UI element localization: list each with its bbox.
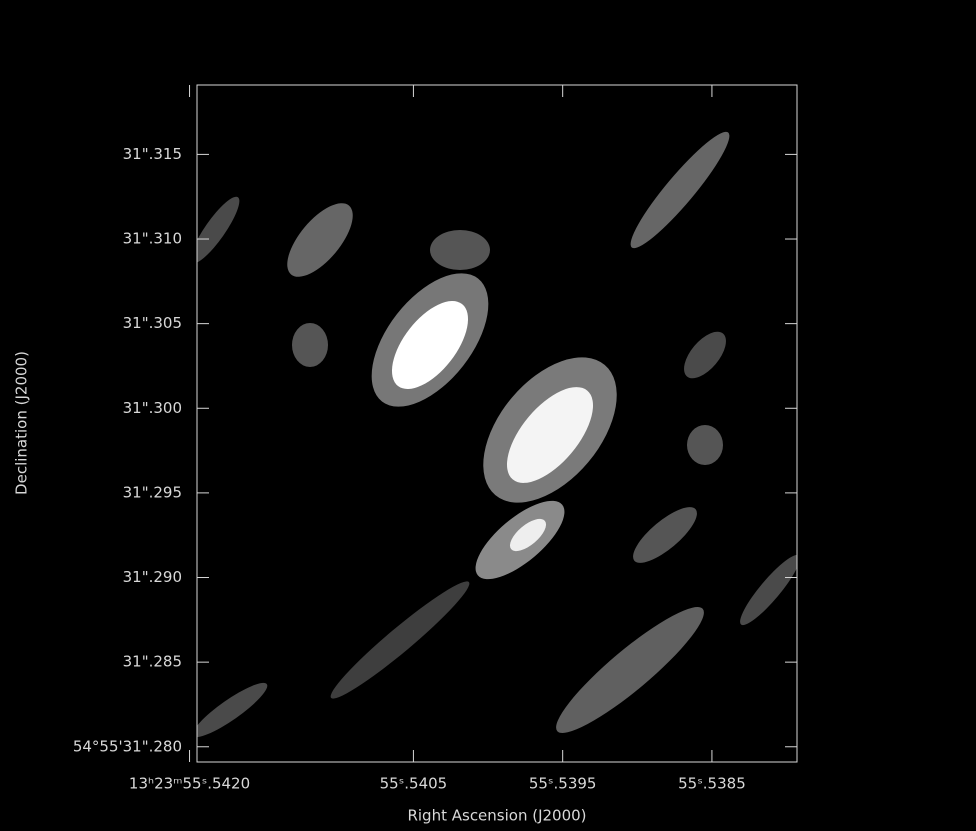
- y-tick-label: 31".310: [123, 230, 182, 248]
- x-tick-label: 55ˢ.5395: [529, 775, 597, 793]
- y-tick-label: 31".305: [123, 314, 182, 332]
- y-tick-label: 31".285: [123, 653, 182, 671]
- y-tick-label: 31".295: [123, 483, 182, 501]
- x-tick-label: 55ˢ.5385: [678, 775, 746, 793]
- blob: [687, 425, 723, 465]
- x-tick-label: 55ˢ.5405: [380, 775, 448, 793]
- y-axis-label: Declination (J2000): [13, 351, 31, 495]
- x-tick-label: 13ʰ23ᵐ55ˢ.5420: [129, 775, 250, 793]
- y-tick-label: 54°55'31".280: [73, 737, 182, 755]
- blob: [430, 230, 490, 270]
- y-tick-label: 31".315: [123, 145, 182, 163]
- y-tick-label: 31".300: [123, 399, 182, 417]
- x-axis-label: Right Ascension (J2000): [407, 807, 586, 825]
- blob: [292, 323, 328, 367]
- y-tick-label: 31".290: [123, 568, 182, 586]
- chart: Right Ascension (J2000) Declination (J20…: [0, 0, 976, 831]
